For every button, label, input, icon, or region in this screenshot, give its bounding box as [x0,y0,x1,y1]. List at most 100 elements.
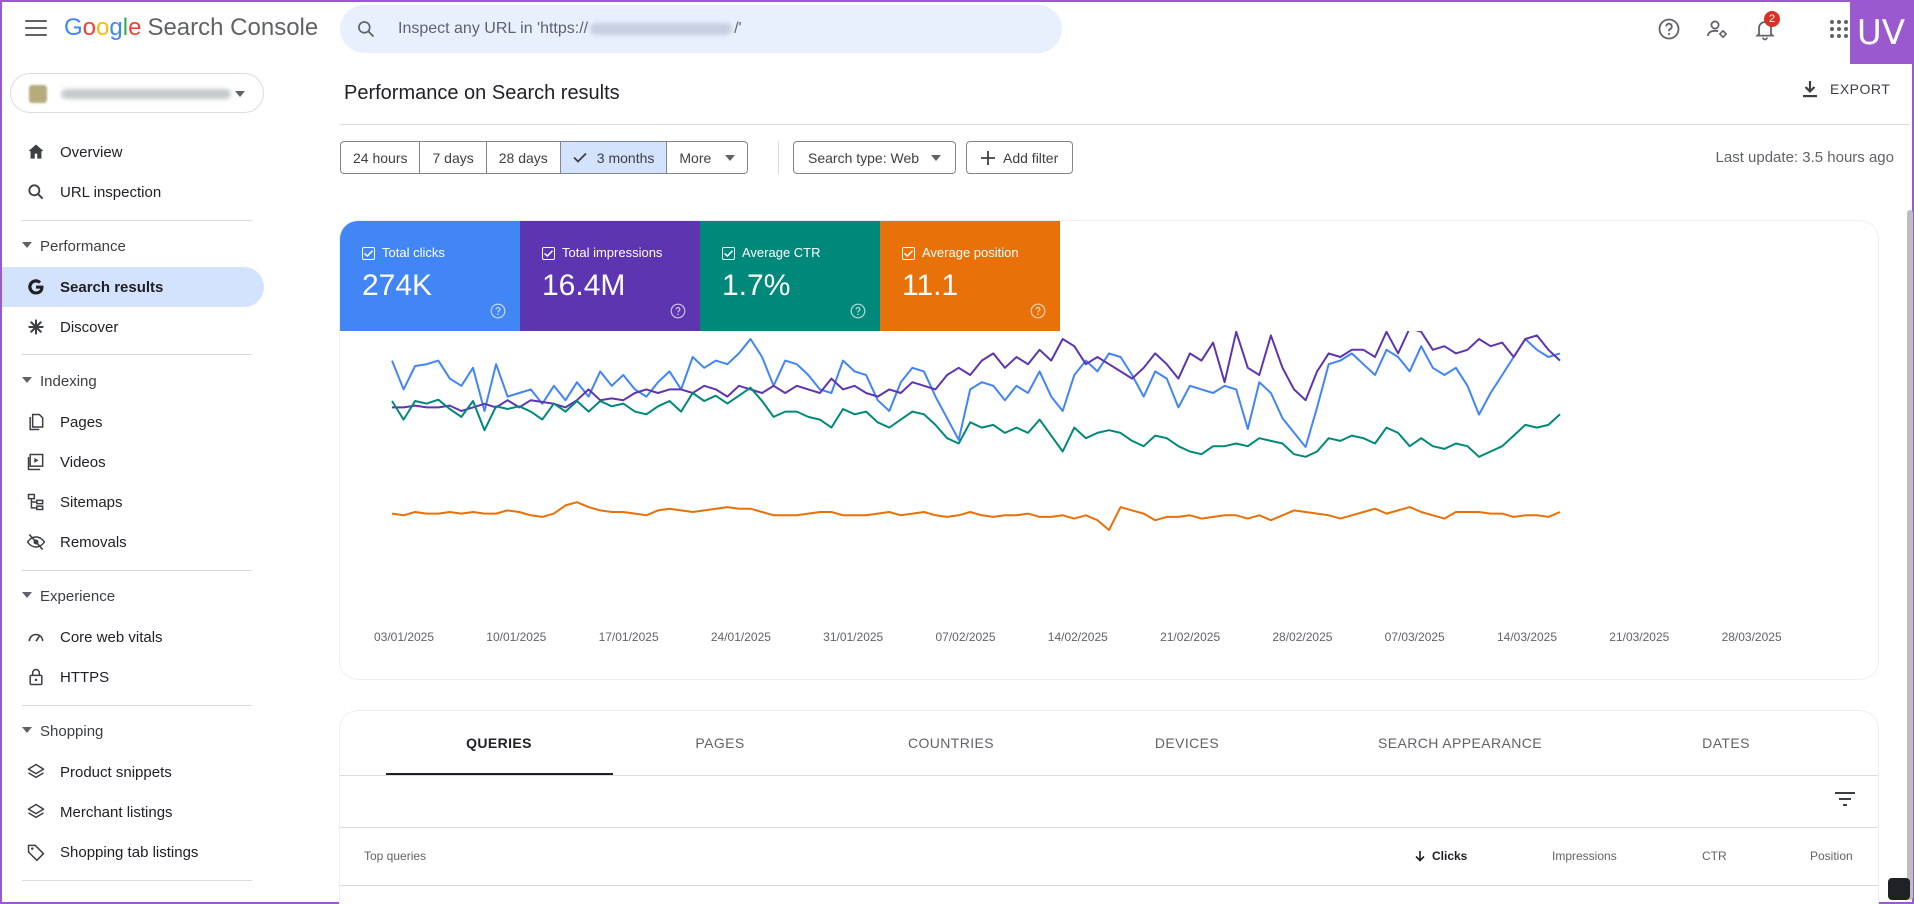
x-tick-label: 14/02/2025 [1048,630,1108,644]
metric-average-ctr[interactable]: Average CTR 1.7% [700,221,880,331]
triangle-down-icon [22,592,32,598]
header-row-divider [340,885,1878,886]
sidebar-section-shopping[interactable]: Shopping [2,717,264,747]
lock-icon [29,668,43,686]
top-bar: Google Search Console Inspect any URL in … [2,2,1912,64]
export-button[interactable]: EXPORT [1802,80,1890,98]
x-tick-label: 14/03/2025 [1497,630,1557,644]
sidebar-item-search-results[interactable]: Search results [2,267,264,307]
apps-grid-icon[interactable] [1826,16,1852,42]
sidebar-item-core-web-vitals[interactable]: Core web vitals [2,617,264,657]
sidebar-item-removals[interactable]: Removals [2,522,264,562]
eye-off-icon [26,533,46,551]
metric-total-impressions[interactable]: Total impressions 16.4M [520,221,700,331]
help-icon[interactable] [490,303,506,319]
extension-corner-icon[interactable] [1888,878,1910,900]
property-selector[interactable] [10,73,264,113]
search-type-filter[interactable]: Search type: Web [793,141,957,174]
date-range-24-hours[interactable]: 24 hours [341,142,421,173]
tab-queries[interactable]: QUERIES [466,735,532,751]
sidebar-item-shopping-tab-listings[interactable]: Shopping tab listings [2,832,264,872]
x-tick-label: 07/03/2025 [1385,630,1445,644]
date-range-3-months[interactable]: 3 months [560,142,668,173]
triangle-down-icon [22,727,32,733]
scrollbar[interactable] [1907,210,1913,900]
dimension-table-card: QUERIES PAGES COUNTRIES DEVICES SEARCH A… [340,711,1878,904]
search-icon [28,184,44,200]
sidebar-item-product-snippets[interactable]: Product snippets [2,752,264,792]
metric-total-clicks[interactable]: Total clicks 274K [340,221,520,331]
uv-extension-badge[interactable]: UV [1850,2,1912,64]
chevron-down-icon [725,154,736,161]
arrow-down-icon [1415,851,1425,862]
x-tick-label: 28/02/2025 [1272,630,1332,644]
checkbox-icon [722,247,735,260]
url-inspection-search-input[interactable]: Inspect any URL in 'https:///' [340,5,1062,53]
pages-icon [29,413,44,431]
last-update-text: Last update: 3.5 hours ago [1715,149,1894,166]
sitemap-icon [27,493,44,511]
x-tick-label: 21/03/2025 [1609,630,1669,644]
plus-icon [981,150,995,165]
date-range-28-days[interactable]: 28 days [487,142,561,173]
sidebar-item-discover[interactable]: Discover [2,307,264,347]
column-header-position[interactable]: Position [1810,849,1853,863]
sidebar-section-indexing[interactable]: Indexing [2,367,264,397]
sidebar-section-performance[interactable]: Performance [2,232,264,262]
tab-countries[interactable]: COUNTRIES [907,735,995,751]
date-range-more[interactable]: More [667,142,747,173]
x-tick-label: 17/01/2025 [599,630,659,644]
triangle-down-icon [22,377,32,383]
metric-average-position[interactable]: Average position 11.1 [880,221,1060,331]
video-icon [27,453,44,471]
help-icon[interactable] [1030,303,1046,319]
x-tick-label: 28/03/2025 [1722,630,1782,644]
header-divider [340,124,1910,125]
sidebar-divider [22,220,252,221]
sidebar-item-overview[interactable]: Overview [2,132,264,172]
column-header-ctr[interactable]: CTR [1702,849,1727,863]
performance-chart-card: Total clicks 274K Total impressions 16.4… [340,221,1878,679]
sidebar-section-experience[interactable]: Experience [2,582,264,612]
toolbar-divider [340,827,1878,828]
series-line-average-ctr [391,386,1561,458]
column-header-impressions[interactable]: Impressions [1552,849,1617,863]
filter-icon[interactable] [1834,791,1856,807]
tab-pages[interactable]: PAGES [695,735,745,751]
tab-search-appearance[interactable]: SEARCH APPEARANCE [1378,735,1542,751]
home-icon [28,144,44,159]
x-tick-label: 24/01/2025 [711,630,771,644]
performance-line-chart[interactable]: 03/01/2025 10/01/2025 17/01/2025 24/01/2025… [340,331,1878,679]
help-icon[interactable] [670,303,686,319]
date-range-7-days[interactable]: 7 days [420,142,487,173]
date-range-selector: 24 hours 7 days 28 days 3 months More [340,141,749,174]
tab-divider [340,775,1878,776]
tab-dates[interactable]: DATES [1702,735,1750,751]
series-line-total-impressions [392,331,1561,412]
property-favicon [29,85,47,103]
gauge-icon [28,633,44,642]
sidebar-item-url-inspection[interactable]: URL inspection [2,172,264,212]
column-header-clicks[interactable]: Clicks [1414,849,1467,863]
help-icon[interactable] [850,303,866,319]
manage-users-icon[interactable] [1704,16,1730,42]
menu-icon[interactable] [22,16,50,40]
sidebar-item-sitemaps[interactable]: Sitemaps [2,482,264,522]
sidebar-item-videos[interactable]: Videos [2,442,264,482]
sidebar-item-merchant-listings[interactable]: Merchant listings [2,792,264,832]
add-filter-button[interactable]: Add filter [966,141,1074,174]
google-g-icon [28,279,44,295]
layers-icon [27,803,45,819]
logo[interactable]: Google Search Console [64,14,319,41]
layers-icon [27,763,45,779]
sidebar-item-pages[interactable]: Pages [2,402,264,442]
tag-icon [27,844,45,862]
blurred-property-name [61,89,231,99]
download-icon [1803,81,1817,98]
product-name: Search Console [147,14,319,41]
notification-count-badge: 2 [1764,11,1780,27]
column-header-top-queries: Top queries [364,849,427,863]
tab-devices[interactable]: DEVICES [1154,735,1220,751]
sidebar-item-https[interactable]: HTTPS [2,657,264,697]
help-icon[interactable] [1656,16,1682,42]
